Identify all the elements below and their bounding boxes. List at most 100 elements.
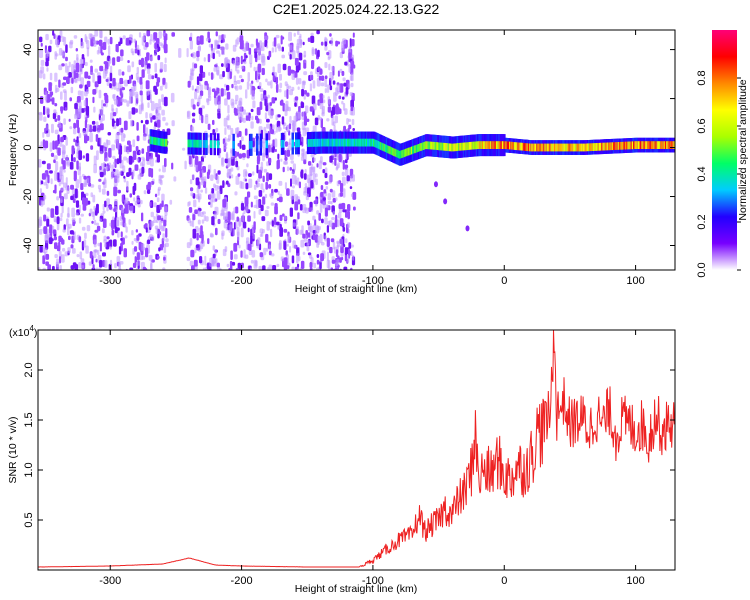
noise-speckle (310, 153, 315, 158)
noise-speckle (287, 43, 291, 47)
noise-speckle (241, 144, 246, 150)
noise-speckle (200, 176, 205, 186)
noise-speckle (197, 219, 201, 225)
noise-speckle (49, 224, 53, 234)
noise-speckle (245, 182, 249, 190)
noise-speckle (157, 55, 161, 61)
noise-speckle (187, 111, 190, 118)
noise-speckle (274, 138, 278, 148)
noise-speckle (105, 68, 108, 77)
noise-speckle (195, 177, 200, 186)
noise-speckle (161, 200, 164, 208)
noise-speckle (173, 176, 177, 182)
noise-speckle (128, 219, 131, 225)
noise-speckle (161, 94, 164, 103)
noise-speckle (162, 77, 166, 85)
noise-speckle (323, 189, 327, 194)
noise-speckle (74, 188, 78, 199)
noise-speckle (216, 266, 221, 270)
noise-speckle (265, 181, 268, 190)
noise-speckle (214, 96, 218, 106)
noise-speckle (42, 139, 45, 148)
signal-core-cell (250, 140, 253, 149)
noise-speckle (307, 220, 310, 226)
noise-speckle (70, 265, 75, 270)
noise-speckle (48, 237, 53, 245)
noise-speckle (240, 65, 244, 70)
colorbar-tick-label: 0.2 (696, 214, 708, 229)
noise-speckle (286, 243, 289, 247)
noise-speckle (86, 135, 90, 141)
noise-speckle (246, 237, 250, 244)
noise-speckle (318, 75, 322, 81)
noise-speckle (320, 185, 324, 190)
noise-speckle (212, 253, 216, 259)
noise-speckle (141, 36, 145, 46)
noise-speckle (238, 85, 243, 90)
noise-speckle (101, 114, 105, 121)
noise-speckle (73, 35, 78, 39)
noise-speckle (327, 193, 332, 201)
noise-speckle (156, 255, 160, 259)
noise-speckle (159, 85, 163, 91)
noise-speckle (261, 67, 265, 76)
noise-speckle (82, 197, 86, 205)
noise-speckle (131, 61, 135, 68)
noise-speckle (297, 111, 301, 119)
noise-speckle (108, 162, 112, 169)
noise-speckle (163, 96, 168, 107)
noise-speckle (193, 63, 198, 69)
noise-speckle (191, 85, 194, 91)
noise-speckle (350, 72, 354, 82)
noise-speckle (89, 251, 93, 259)
isolated-point (433, 181, 438, 188)
noise-speckle (104, 259, 108, 268)
noise-speckle (54, 242, 58, 250)
snr-xlabel: Height of straight line (km) (295, 583, 418, 595)
noise-speckle (224, 98, 228, 106)
noise-speckle (147, 239, 151, 245)
noise-speckle (268, 173, 273, 180)
noise-speckle (133, 84, 137, 92)
noise-speckle (276, 221, 280, 226)
signal-core-cell (282, 139, 285, 148)
noise-speckle (78, 132, 82, 139)
noise-speckle (58, 79, 61, 88)
noise-speckle (39, 96, 44, 104)
noise-speckle (289, 207, 293, 217)
noise-speckle (314, 219, 317, 226)
noise-speckle (266, 172, 269, 182)
noise-speckle (259, 118, 262, 124)
noise-speckle (247, 243, 251, 251)
noise-speckle (316, 163, 319, 168)
y-tick-label: 1.5 (23, 412, 35, 427)
noise-speckle (40, 59, 45, 66)
noise-speckle (235, 56, 239, 62)
noise-speckle (68, 72, 72, 78)
noise-speckle (337, 162, 340, 169)
noise-speckle (216, 50, 220, 54)
noise-speckle (145, 227, 148, 233)
noise-speckle (164, 206, 168, 216)
noise-speckle (210, 174, 214, 181)
noise-speckle (148, 167, 152, 177)
noise-speckle (230, 98, 235, 106)
noise-speckle (291, 255, 295, 264)
noise-speckle (224, 146, 228, 150)
noise-speckle (273, 37, 277, 47)
noise-speckle (271, 97, 276, 104)
noise-speckle (54, 170, 58, 174)
noise-speckle (120, 98, 124, 102)
noise-speckle (85, 131, 88, 136)
noise-speckle (346, 254, 350, 263)
noise-speckle (255, 199, 260, 209)
noise-speckle (58, 235, 62, 243)
noise-speckle (138, 59, 142, 66)
noise-speckle (309, 83, 312, 92)
noise-speckle (76, 136, 79, 144)
signal-core-cell (291, 139, 294, 148)
noise-speckle (331, 217, 335, 221)
noise-speckle (129, 205, 134, 213)
noise-speckle (216, 190, 221, 200)
noise-speckle (156, 77, 161, 83)
